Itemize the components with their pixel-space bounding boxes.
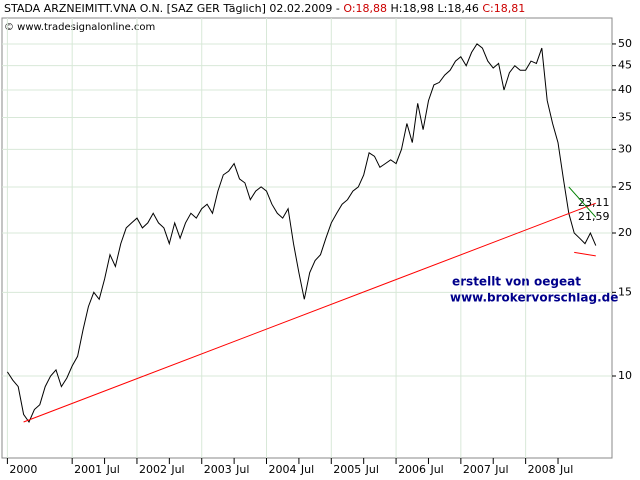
x-tick-label: Jul [494, 463, 508, 476]
trend-line [23, 202, 596, 423]
x-tick-label: Jul [300, 463, 314, 476]
y-tick-label: 15 [618, 285, 632, 298]
x-tick-label: Jul [235, 463, 249, 476]
x-tick-label: 2004 [269, 463, 297, 476]
x-tick-label: Jul [170, 463, 184, 476]
x-tick-label: Jul [106, 463, 120, 476]
y-tick-label: 25 [618, 180, 632, 193]
annotation: www.brokervorschlag.de [450, 291, 618, 305]
x-tick-label: Jul [559, 463, 573, 476]
trend-line [574, 251, 596, 257]
price-line [6, 43, 597, 424]
plot-frame [1, 17, 613, 459]
chart-title: STADA ARZNEIMITT.VNA O.N. [SAZ GER Tägli… [4, 2, 525, 15]
y-tick-label: 40 [618, 83, 632, 96]
y-tick-label: 45 [618, 59, 632, 72]
x-tick-label: 2002 [139, 463, 167, 476]
x-tick-label: Jul [365, 463, 379, 476]
x-tick-label: 2006 [398, 463, 426, 476]
x-tick-label: 2008 [528, 463, 556, 476]
x-tick-label: 2003 [204, 463, 232, 476]
y-tick-label: 20 [618, 226, 632, 239]
x-tick-label: 2000 [9, 463, 37, 476]
y-tick-label: 10 [618, 369, 632, 382]
x-tick-label: 2005 [333, 463, 361, 476]
y-tick-label: 35 [618, 111, 632, 124]
x-tick-label: 2001 [74, 463, 102, 476]
copyright: © www.tradesignalonline.com [4, 22, 155, 33]
x-tick-label: 2007 [463, 463, 491, 476]
title-part: O:18,88 [343, 2, 387, 15]
annotation: erstellt von oegeat [452, 275, 581, 289]
y-tick-label: 30 [618, 142, 632, 155]
title-part: STADA ARZNEIMITT.VNA O.N. [SAZ GER Tägli… [4, 2, 343, 15]
x-tick-label: Jul [429, 463, 443, 476]
y-tick-label: 50 [618, 37, 632, 50]
trend-line [568, 186, 597, 218]
title-part: C:18,81 [482, 2, 525, 15]
trend-label: 21,59 [578, 210, 610, 223]
title-part: H:18,98 L:18,46 [387, 2, 482, 15]
